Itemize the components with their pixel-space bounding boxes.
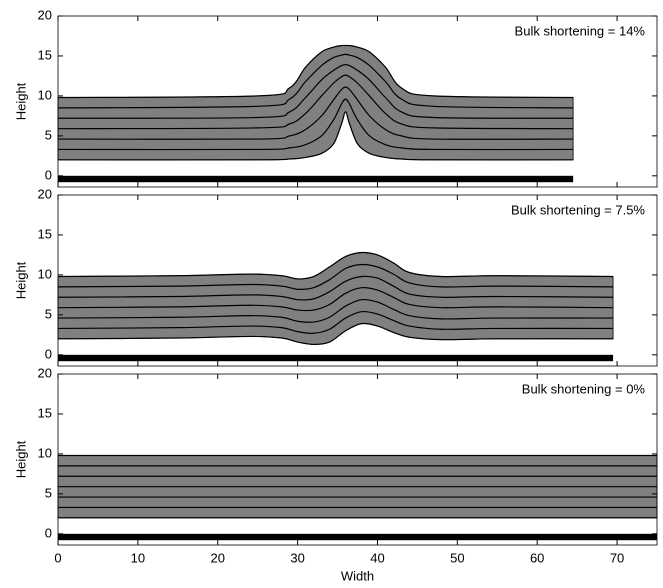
interface-line xyxy=(57,86,574,140)
interface-line xyxy=(57,251,614,280)
y-tick-label: 0 xyxy=(45,167,52,182)
axes-box xyxy=(57,373,658,546)
interface-line xyxy=(57,263,614,290)
axes-box xyxy=(57,15,658,188)
y-tick-label: 5 xyxy=(45,127,52,142)
x-axis-label: Width xyxy=(341,568,374,583)
interface-line xyxy=(57,64,574,119)
x-tick-label: 70 xyxy=(610,550,624,565)
interface-line xyxy=(57,310,614,334)
basement xyxy=(58,354,614,362)
interface-line xyxy=(57,74,574,130)
x-tick-label: 40 xyxy=(370,550,384,565)
y-axis-label: Height xyxy=(13,261,28,299)
x-tick-label: 20 xyxy=(210,550,224,565)
interface-line xyxy=(57,98,574,151)
y-tick-label: 5 xyxy=(45,485,52,500)
y-tick-label: 10 xyxy=(38,445,52,460)
interface-line xyxy=(57,275,614,301)
basement xyxy=(58,175,574,183)
annotation: Bulk shortening = 14% xyxy=(515,23,646,38)
x-tick-label: 50 xyxy=(450,550,464,565)
axes-box xyxy=(57,194,658,367)
interface-line xyxy=(57,44,574,99)
y-tick-label: 10 xyxy=(38,266,52,281)
y-tick-label: 20 xyxy=(38,186,52,201)
y-tick-label: 15 xyxy=(38,226,52,241)
y-tick-label: 10 xyxy=(38,87,52,102)
x-tick-label: 0 xyxy=(54,550,61,565)
y-tick-label: 20 xyxy=(38,7,52,22)
interface-line xyxy=(57,53,574,109)
annotation: Bulk shortening = 0% xyxy=(522,381,646,396)
x-tick-label: 10 xyxy=(131,550,145,565)
y-axis-label: Height xyxy=(13,82,28,120)
y-axis-label: Height xyxy=(13,440,28,478)
interface-line xyxy=(57,322,614,346)
interface-line xyxy=(57,111,574,161)
y-tick-label: 0 xyxy=(45,346,52,361)
y-tick-label: 15 xyxy=(38,47,52,62)
y-tick-label: 20 xyxy=(38,365,52,380)
y-tick-label: 5 xyxy=(45,306,52,321)
x-tick-label: 60 xyxy=(530,550,544,565)
interface-line xyxy=(57,298,614,323)
y-tick-label: 0 xyxy=(45,525,52,540)
x-tick-label: 30 xyxy=(290,550,304,565)
basement xyxy=(58,533,657,541)
annotation: Bulk shortening = 7.5% xyxy=(511,202,645,217)
layer-fill xyxy=(57,252,614,345)
y-tick-label: 15 xyxy=(38,405,52,420)
interface-line xyxy=(57,286,614,312)
